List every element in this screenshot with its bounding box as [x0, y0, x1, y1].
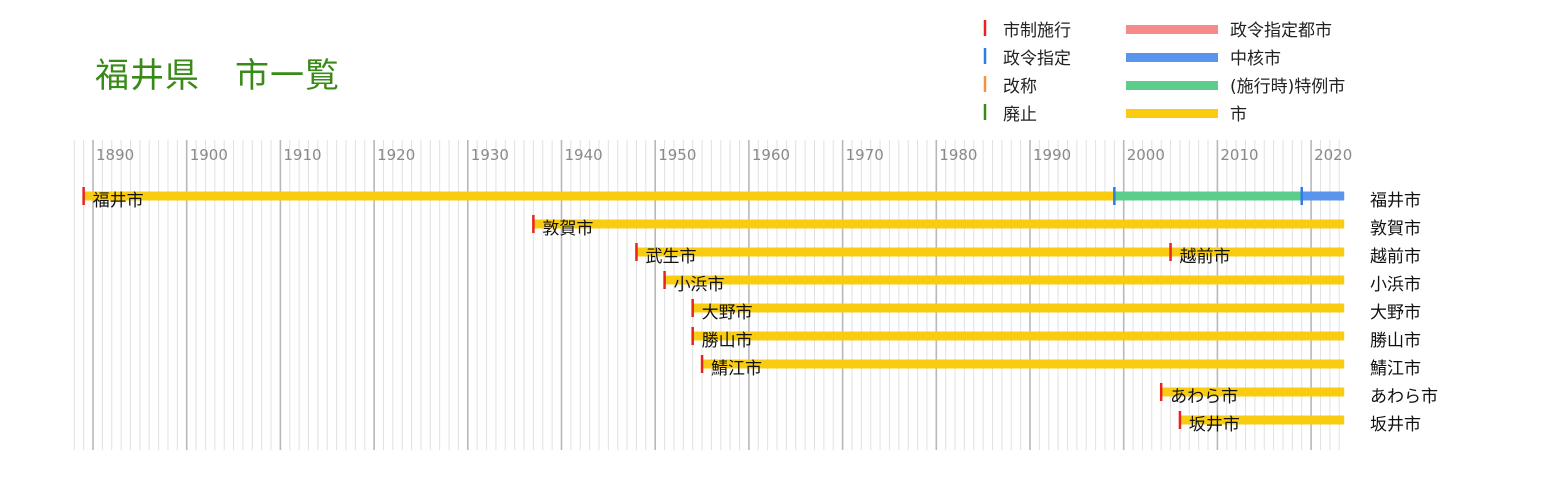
- legend-status-swatch: [1126, 53, 1218, 62]
- status-bar: [1179, 415, 1345, 425]
- status-bar: [1161, 387, 1345, 397]
- x-tick-label: 1930: [471, 146, 509, 164]
- grid-layer: 1890 1900 1910 1920 1930 1940 1950 1960 1970 1980…: [73, 140, 1352, 450]
- city-row: 小浜市 小浜市: [663, 271, 1421, 295]
- x-tick-label: 1970: [846, 146, 884, 164]
- city-name-label: 福井市: [1370, 191, 1421, 211]
- status-bar: [83, 191, 1115, 201]
- x-tick-label: 1990: [1033, 146, 1071, 164]
- status-bar: [692, 331, 1345, 341]
- legend-event-label: 改称: [1003, 77, 1037, 97]
- city-row: あわら市 あわら市: [1159, 383, 1438, 407]
- x-tick-label: 2020: [1314, 146, 1352, 164]
- event-label: 敦賀市: [542, 219, 593, 239]
- page-title: 福井県 市一覧: [95, 56, 340, 96]
- city-name-label: あわら市: [1370, 387, 1438, 407]
- event-label: 福井市: [93, 191, 144, 211]
- event-label: あわら市: [1170, 387, 1238, 407]
- legend-status-swatch: [1126, 81, 1218, 90]
- x-tick-label: 1890: [96, 146, 134, 164]
- x-tick-label: 1950: [658, 146, 696, 164]
- legend-event-label: 市制施行: [1003, 21, 1071, 41]
- status-bar: [533, 219, 1345, 229]
- x-tick-label: 1900: [190, 146, 228, 164]
- city-name-label: 大野市: [1370, 303, 1421, 323]
- x-tick-label: 1980: [939, 146, 977, 164]
- city-row: 勝山市 勝山市: [691, 327, 1421, 351]
- event-label: 小浜市: [674, 275, 725, 295]
- legend-status-label: 市: [1230, 105, 1247, 125]
- status-bar: [692, 303, 1345, 313]
- city-name-label: 鯖江市: [1370, 359, 1421, 379]
- legend-event-label: 政令指定: [1003, 49, 1071, 69]
- status-bar: [1114, 191, 1302, 201]
- city-row: 武生市 越前市 越前市: [635, 243, 1421, 267]
- city-row: 鯖江市 鯖江市: [700, 355, 1421, 379]
- legend-event-label: 廃止: [1003, 105, 1037, 125]
- city-name-label: 越前市: [1370, 247, 1421, 267]
- event-label: 越前市: [1180, 247, 1231, 267]
- event-label: 武生市: [645, 247, 696, 267]
- city-name-label: 小浜市: [1370, 275, 1421, 295]
- event-label: 大野市: [702, 303, 753, 323]
- city-name-label: 勝山市: [1370, 331, 1421, 351]
- status-bar: [664, 275, 1345, 285]
- x-tick-label: 1940: [565, 146, 603, 164]
- x-tick-label: 1960: [752, 146, 790, 164]
- legend-status-label: 政令指定都市: [1230, 21, 1332, 41]
- legend-status-label: (施行時)特例市: [1230, 77, 1345, 97]
- city-row: 大野市 大野市: [691, 299, 1421, 323]
- event-label: 勝山市: [702, 331, 753, 351]
- legend-status-swatch: [1126, 109, 1218, 118]
- city-name-label: 坂井市: [1370, 415, 1421, 435]
- status-bar: [636, 247, 1345, 257]
- city-row: 福井市 福井市: [82, 187, 1421, 211]
- legend-status-swatch: [1126, 25, 1218, 34]
- event-label: 鯖江市: [711, 359, 762, 379]
- x-tick-label: 2010: [1220, 146, 1258, 164]
- x-tick-label: 2000: [1127, 146, 1165, 164]
- status-bar: [1301, 191, 1345, 201]
- city-name-label: 敦賀市: [1370, 219, 1421, 239]
- event-label: 坂井市: [1189, 415, 1240, 435]
- legend-status-label: 中核市: [1230, 49, 1281, 69]
- x-tick-label: 1920: [377, 146, 415, 164]
- status-bar: [702, 359, 1345, 369]
- city-row: 敦賀市 敦賀市: [532, 215, 1421, 239]
- x-tick-label: 1910: [283, 146, 321, 164]
- city-row: 坂井市 坂井市: [1178, 411, 1421, 435]
